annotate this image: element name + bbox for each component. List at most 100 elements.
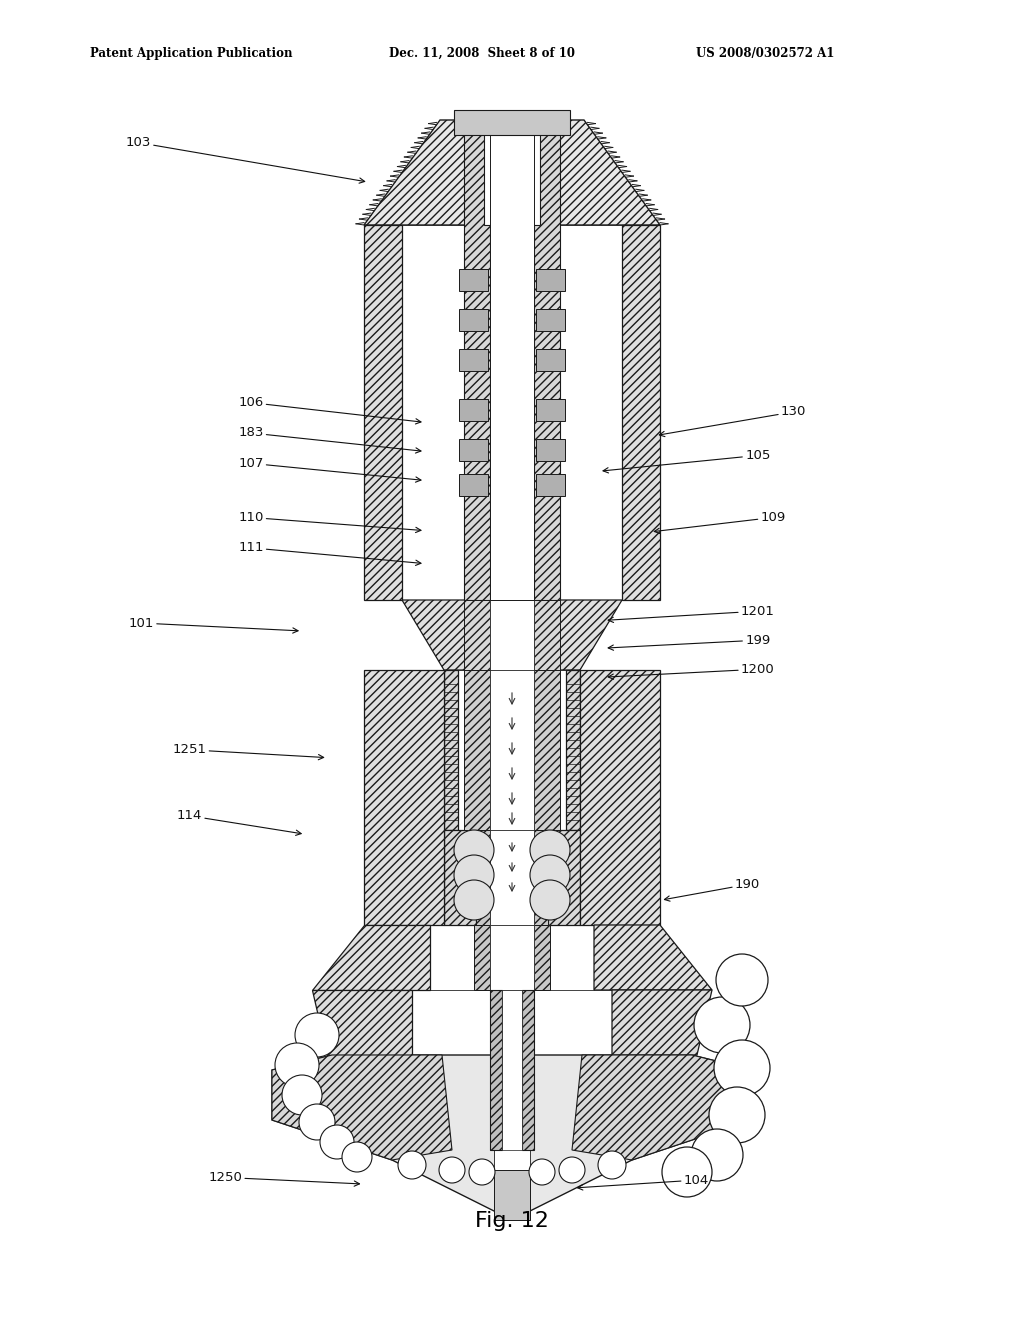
Bar — [490, 925, 534, 990]
Polygon shape — [459, 440, 488, 461]
Circle shape — [299, 1104, 335, 1140]
Polygon shape — [272, 1055, 752, 1220]
Text: Dec. 11, 2008  Sheet 8 of 10: Dec. 11, 2008 Sheet 8 of 10 — [389, 46, 575, 59]
Text: 105: 105 — [603, 449, 770, 473]
Bar — [494, 1055, 530, 1220]
Circle shape — [662, 1147, 712, 1197]
Circle shape — [694, 997, 750, 1053]
Bar — [490, 601, 534, 671]
Polygon shape — [459, 474, 488, 496]
Polygon shape — [622, 224, 660, 601]
Polygon shape — [464, 601, 490, 671]
Bar — [490, 671, 534, 830]
Text: 106: 106 — [239, 396, 421, 424]
Polygon shape — [459, 399, 488, 421]
Polygon shape — [459, 309, 488, 331]
Circle shape — [714, 1040, 770, 1096]
Polygon shape — [536, 399, 565, 421]
Bar — [402, 224, 622, 601]
Polygon shape — [566, 671, 580, 830]
Text: 110: 110 — [239, 511, 421, 532]
Circle shape — [709, 1086, 765, 1143]
Polygon shape — [364, 120, 660, 224]
Bar — [502, 990, 522, 1150]
Polygon shape — [474, 925, 490, 990]
Polygon shape — [536, 440, 565, 461]
Polygon shape — [536, 269, 565, 290]
Circle shape — [454, 855, 494, 895]
Polygon shape — [402, 601, 622, 671]
Circle shape — [598, 1151, 626, 1179]
Text: 130: 130 — [659, 405, 806, 437]
Text: 104: 104 — [578, 1173, 709, 1191]
Bar — [412, 990, 612, 1055]
Bar — [458, 671, 566, 830]
Polygon shape — [534, 830, 548, 925]
Polygon shape — [534, 925, 550, 990]
Circle shape — [530, 855, 570, 895]
Bar — [476, 830, 548, 925]
Polygon shape — [272, 1055, 452, 1160]
Polygon shape — [459, 269, 488, 290]
Polygon shape — [444, 830, 476, 925]
Polygon shape — [536, 348, 565, 371]
Polygon shape — [536, 474, 565, 496]
Text: 199: 199 — [608, 634, 770, 651]
Polygon shape — [364, 224, 402, 601]
Polygon shape — [364, 671, 444, 925]
Text: 103: 103 — [126, 136, 365, 183]
Polygon shape — [536, 309, 565, 331]
Bar — [490, 830, 534, 925]
Text: Patent Application Publication: Patent Application Publication — [90, 46, 293, 59]
Text: 101: 101 — [129, 616, 298, 634]
Circle shape — [342, 1142, 372, 1172]
Polygon shape — [580, 671, 660, 925]
Polygon shape — [490, 990, 502, 1150]
Polygon shape — [612, 990, 712, 1055]
Polygon shape — [522, 990, 534, 1150]
Text: 1250: 1250 — [208, 1171, 359, 1187]
Text: 111: 111 — [239, 541, 421, 565]
Bar — [490, 129, 534, 601]
Circle shape — [398, 1151, 426, 1179]
Polygon shape — [312, 925, 430, 990]
Circle shape — [319, 1125, 354, 1159]
Circle shape — [282, 1074, 322, 1115]
Circle shape — [295, 1012, 339, 1057]
Bar — [430, 925, 594, 990]
Circle shape — [529, 1159, 555, 1185]
Text: 1201: 1201 — [608, 605, 775, 623]
Text: 1200: 1200 — [608, 663, 774, 680]
Text: Fig. 12: Fig. 12 — [475, 1210, 549, 1232]
Text: 1251: 1251 — [172, 743, 324, 760]
Bar — [484, 120, 540, 224]
Polygon shape — [548, 830, 580, 925]
Circle shape — [469, 1159, 495, 1185]
Polygon shape — [534, 601, 560, 671]
Circle shape — [454, 880, 494, 920]
Circle shape — [530, 830, 570, 870]
Text: 183: 183 — [239, 426, 421, 453]
Polygon shape — [312, 990, 412, 1055]
Circle shape — [530, 880, 570, 920]
Polygon shape — [464, 671, 490, 830]
Polygon shape — [534, 129, 560, 601]
Circle shape — [439, 1158, 465, 1183]
Circle shape — [454, 830, 494, 870]
Bar — [494, 1170, 530, 1220]
Polygon shape — [534, 671, 560, 830]
Polygon shape — [594, 925, 712, 990]
Circle shape — [275, 1043, 319, 1086]
Polygon shape — [476, 830, 490, 925]
Polygon shape — [444, 671, 458, 830]
Polygon shape — [572, 1055, 752, 1160]
Text: US 2008/0302572 A1: US 2008/0302572 A1 — [696, 46, 835, 59]
Text: 190: 190 — [665, 878, 760, 902]
Polygon shape — [459, 348, 488, 371]
Text: 109: 109 — [654, 511, 785, 533]
Circle shape — [716, 954, 768, 1006]
Polygon shape — [464, 129, 490, 601]
Circle shape — [559, 1158, 585, 1183]
Circle shape — [691, 1129, 743, 1181]
Polygon shape — [454, 110, 570, 135]
